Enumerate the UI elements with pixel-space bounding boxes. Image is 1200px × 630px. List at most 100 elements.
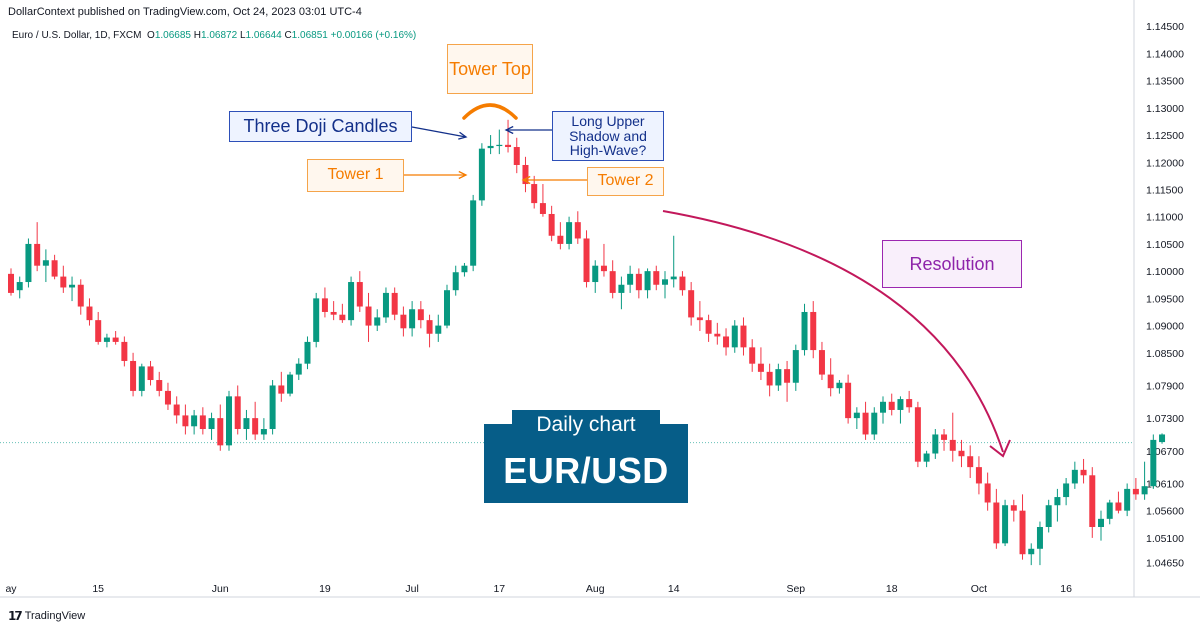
candle-body bbox=[112, 337, 119, 342]
candle bbox=[923, 450, 930, 468]
tradingview-brand: TradingView bbox=[24, 610, 86, 622]
candle bbox=[34, 222, 41, 272]
candle bbox=[8, 268, 14, 296]
candle bbox=[1080, 458, 1087, 484]
candle bbox=[810, 301, 817, 359]
long-upper-shadow-label: Long Upper Shadow and High-Wave? bbox=[552, 111, 664, 161]
arrow-shaft bbox=[411, 126, 467, 138]
candle bbox=[897, 396, 904, 424]
candle-body bbox=[191, 415, 198, 427]
candle-body bbox=[845, 382, 852, 419]
candle bbox=[513, 137, 520, 174]
candle-body bbox=[1150, 439, 1157, 487]
candle-body bbox=[348, 282, 355, 321]
candle-body bbox=[243, 418, 250, 430]
candle-body bbox=[766, 371, 773, 386]
price-tick-label: 1.13500 bbox=[1146, 76, 1184, 88]
tradingview-logo[interactable]: 𝟭𝟳 TradingView bbox=[8, 609, 85, 623]
candle bbox=[260, 418, 267, 440]
candle bbox=[1159, 433, 1166, 444]
time-tick-label: Jun bbox=[212, 583, 229, 595]
candle-body bbox=[208, 418, 215, 430]
candle bbox=[731, 320, 738, 353]
candle bbox=[766, 363, 773, 397]
candle bbox=[714, 322, 721, 345]
candle bbox=[391, 287, 398, 321]
candle bbox=[827, 358, 834, 397]
candle-body bbox=[801, 311, 808, 351]
candle bbox=[313, 292, 320, 348]
candle-body bbox=[888, 401, 895, 410]
candle-body bbox=[147, 366, 154, 381]
candle-body bbox=[862, 412, 869, 435]
candle bbox=[400, 306, 407, 337]
price-tick-label: 1.10500 bbox=[1146, 239, 1184, 251]
candle bbox=[16, 276, 23, 299]
candle bbox=[356, 271, 363, 312]
candle bbox=[548, 205, 555, 242]
candle bbox=[69, 276, 76, 302]
candle bbox=[1019, 494, 1026, 560]
candle-body bbox=[1115, 502, 1122, 511]
candle-body bbox=[391, 292, 398, 315]
candle bbox=[1036, 521, 1043, 566]
candle bbox=[757, 347, 764, 381]
candle bbox=[382, 287, 389, 323]
candle-body bbox=[287, 374, 294, 394]
candle bbox=[845, 374, 852, 424]
price-tick-label: 1.12500 bbox=[1146, 130, 1184, 142]
candle-body bbox=[1063, 483, 1070, 498]
close-value: 1.06851 bbox=[291, 30, 328, 41]
candle bbox=[348, 276, 355, 326]
candle-body bbox=[470, 200, 477, 266]
candle-body bbox=[1045, 505, 1052, 528]
candle bbox=[217, 404, 224, 451]
price-tick-label: 1.08500 bbox=[1146, 348, 1184, 360]
candle-body bbox=[923, 453, 930, 462]
candle-body bbox=[609, 271, 616, 293]
badge-title: EUR/USD bbox=[503, 450, 669, 491]
candle bbox=[470, 194, 477, 272]
candle-body bbox=[1141, 486, 1148, 495]
candle bbox=[77, 279, 84, 315]
candle bbox=[1045, 499, 1052, 533]
candle-body bbox=[784, 369, 791, 383]
price-tick-label: 1.11000 bbox=[1146, 212, 1183, 224]
price-tick-label: 1.04650 bbox=[1146, 557, 1184, 569]
candle bbox=[958, 439, 965, 468]
candle-body bbox=[792, 350, 799, 383]
candle bbox=[278, 371, 285, 402]
candle-body bbox=[77, 284, 84, 307]
candle-body bbox=[199, 415, 206, 430]
candle bbox=[435, 314, 442, 342]
price-axis[interactable]: 1.14500 1.14000 1.13500 1.13000 1.12500 1.120… bbox=[1133, 0, 1184, 597]
candle bbox=[505, 119, 512, 153]
candle-body bbox=[583, 238, 590, 283]
candle bbox=[557, 222, 564, 250]
candle bbox=[487, 135, 494, 155]
candle-body bbox=[60, 276, 67, 288]
candle-body bbox=[818, 350, 825, 375]
candle bbox=[1002, 499, 1009, 547]
candle bbox=[600, 243, 607, 277]
candle bbox=[1141, 461, 1148, 500]
time-axis[interactable]: ay 15 Jun 19 Jul 17 Aug 14 Sep 18 Oct 16 bbox=[0, 583, 1200, 598]
price-tick-label: 1.14000 bbox=[1146, 48, 1184, 60]
candle-body bbox=[42, 260, 49, 266]
candle bbox=[539, 184, 546, 217]
tower-2-arrow bbox=[521, 175, 587, 185]
candle bbox=[25, 238, 32, 288]
candle-body bbox=[914, 407, 921, 462]
price-tick-label: 1.11500 bbox=[1146, 184, 1183, 196]
candle-body bbox=[880, 401, 886, 413]
candle bbox=[147, 360, 154, 386]
candle-body bbox=[662, 279, 668, 285]
candle bbox=[103, 333, 110, 348]
candle bbox=[226, 390, 232, 451]
candle-body bbox=[374, 317, 381, 326]
candle-body bbox=[531, 184, 538, 204]
candle bbox=[321, 287, 328, 318]
candle bbox=[191, 409, 198, 435]
candle bbox=[801, 303, 808, 356]
